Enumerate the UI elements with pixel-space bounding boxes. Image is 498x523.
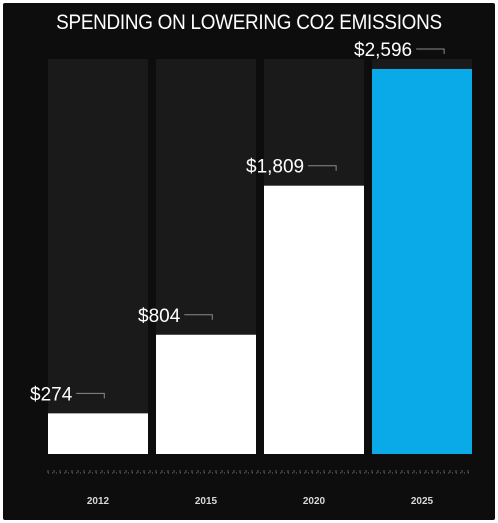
value-labels-group: $274 $804 $1,809 $2,596 <box>30 40 412 405</box>
bar-2015 <box>156 334 256 454</box>
bar-chart: $274 $804 $1,809 $2,596 2012 2015 2020 2025 <box>30 40 472 507</box>
bar-2025 <box>372 68 472 454</box>
bars-group <box>48 68 472 454</box>
value-leader <box>416 48 445 54</box>
column-stripe <box>48 59 148 454</box>
x-tick-label-2012: 2012 <box>87 496 110 507</box>
bar-2012 <box>48 413 148 454</box>
chart-title: SPENDING ON LOWERING CO2 EMISSIONS <box>56 11 442 34</box>
x-tick-label-2025: 2025 <box>411 496 434 507</box>
label-leaders-group <box>76 48 445 399</box>
value-label-2025: $2,596 <box>354 40 412 61</box>
value-leader <box>184 314 213 320</box>
value-label-2015: $804 <box>138 306 181 327</box>
x-tick-label-2020: 2020 <box>303 496 326 507</box>
bar-2020 <box>264 185 364 454</box>
x-tick-label-2015: 2015 <box>195 496 218 507</box>
x-axis <box>47 470 472 474</box>
value-label-2020: $1,809 <box>246 157 304 178</box>
chart-frame: SPENDING ON LOWERING CO2 EMISSIONS $274 $… <box>3 3 495 520</box>
x-tick-labels-group: 2012 2015 2020 2025 <box>87 496 434 507</box>
value-leader <box>308 165 337 171</box>
value-leader <box>76 392 105 399</box>
value-label-2012: $274 <box>30 384 73 405</box>
